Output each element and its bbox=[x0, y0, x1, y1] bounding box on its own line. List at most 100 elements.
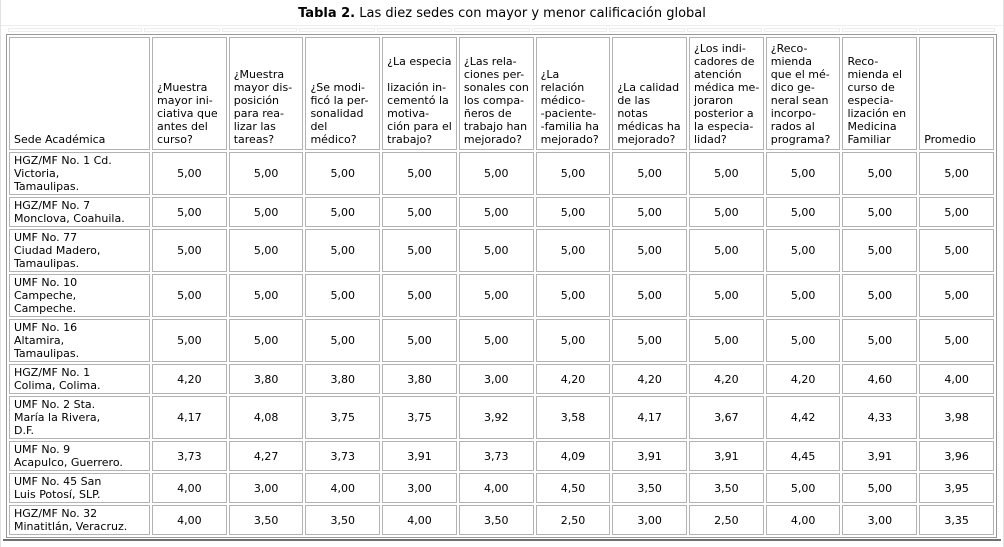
score-cell: 5,00 bbox=[919, 197, 994, 227]
score-cell: 5,00 bbox=[152, 274, 227, 317]
spacer-cell bbox=[454, 28, 530, 32]
score-cell: 4,27 bbox=[228, 441, 304, 471]
spacer-strip-row bbox=[8, 28, 995, 32]
score-cell: 4,08 bbox=[228, 396, 304, 439]
score-cell: 5,00 bbox=[612, 274, 688, 317]
score-cell: 5,00 bbox=[919, 319, 994, 362]
spacer-cell bbox=[144, 28, 220, 32]
score-cell: 5,00 bbox=[535, 319, 611, 362]
score-cell: 4,00 bbox=[919, 364, 994, 394]
score-cell: 5,00 bbox=[689, 229, 764, 272]
table-row: UMF No. 16 Altamira, Tamaulipas. 5,00 5,00… bbox=[9, 319, 994, 362]
col-header-sede: Sede Académica bbox=[9, 37, 150, 150]
spacer-cell bbox=[764, 28, 840, 32]
score-cell: 5,00 bbox=[305, 319, 381, 362]
score-cell: 4,20 bbox=[612, 364, 688, 394]
score-cell: 3,96 bbox=[919, 441, 994, 471]
col-header: ¿Los indi- cadores de atención médica me… bbox=[689, 37, 764, 150]
score-cell: 5,00 bbox=[228, 319, 304, 362]
score-cell: 4,45 bbox=[765, 441, 841, 471]
score-cell: 5,00 bbox=[305, 229, 381, 272]
sede-cell: UMF No. 9 Acapulco, Guerrero. bbox=[9, 441, 150, 471]
score-cell: 4,00 bbox=[305, 473, 381, 503]
score-cell: 3,92 bbox=[458, 396, 534, 439]
score-cell: 4,20 bbox=[535, 364, 611, 394]
score-cell: 5,00 bbox=[382, 319, 457, 362]
score-cell: 4,00 bbox=[152, 505, 227, 535]
score-cell: 5,00 bbox=[612, 319, 688, 362]
score-cell: 5,00 bbox=[152, 152, 227, 195]
score-cell: 5,00 bbox=[919, 274, 994, 317]
score-cell: 5,00 bbox=[689, 274, 764, 317]
score-cell: 5,00 bbox=[228, 152, 304, 195]
table-caption: Tabla 2. Las diez sedes con mayor y meno… bbox=[1, 0, 1003, 26]
score-cell: 5,00 bbox=[152, 319, 227, 362]
table-row: HGZ/MF No. 1 Cd. Victoria, Tamaulipas. 5,… bbox=[9, 152, 994, 195]
score-cell: 5,00 bbox=[458, 319, 534, 362]
score-cell: 5,00 bbox=[458, 229, 534, 272]
score-cell: 5,00 bbox=[689, 319, 764, 362]
score-cell: 5,00 bbox=[458, 152, 534, 195]
score-cell: 5,00 bbox=[765, 229, 841, 272]
score-cell: 5,00 bbox=[842, 197, 918, 227]
results-table: Sede Académica ¿Muestra mayor ini- ciativ… bbox=[6, 34, 997, 538]
score-cell: 3,50 bbox=[305, 505, 381, 535]
col-header: ¿Muestra mayor dis- posición para rea- l… bbox=[228, 37, 304, 150]
score-cell: 5,00 bbox=[919, 152, 994, 195]
score-cell: 5,00 bbox=[535, 229, 611, 272]
score-cell: 5,00 bbox=[305, 152, 381, 195]
score-cell: 4,20 bbox=[765, 364, 841, 394]
spacer-strip bbox=[6, 26, 997, 34]
table-row: HGZ/MF No. 32 Minatitlán, Veracruz. 4,00 3… bbox=[9, 505, 994, 535]
sede-cell: UMF No. 45 San Luis Potosí, SLP. bbox=[9, 473, 150, 503]
spacer-cell bbox=[376, 28, 453, 32]
table-row: UMF No. 2 Sta. María la Rivera, D.F. 4,17… bbox=[9, 396, 994, 439]
spacer-cell bbox=[919, 28, 995, 32]
score-cell: 3,80 bbox=[382, 364, 457, 394]
col-header: ¿Se modi- ficó la per- sonalidad del méd… bbox=[305, 37, 381, 150]
col-header: ¿La calidad de las notas médicas ha mejo… bbox=[612, 37, 688, 150]
score-cell: 3,50 bbox=[689, 473, 764, 503]
spacer-cell bbox=[609, 28, 685, 32]
score-cell: 5,00 bbox=[382, 274, 457, 317]
score-cell: 3,75 bbox=[382, 396, 457, 439]
score-cell: 5,00 bbox=[842, 229, 918, 272]
score-cell: 4,17 bbox=[152, 396, 227, 439]
table-row: UMF No. 10 Campeche, Campeche. 5,00 5,00 5,… bbox=[9, 274, 994, 317]
score-cell: 4,20 bbox=[689, 364, 764, 394]
score-cell: 5,00 bbox=[612, 229, 688, 272]
spacer-cell bbox=[299, 28, 375, 32]
score-cell: 5,00 bbox=[765, 152, 841, 195]
col-header: ¿La especia lización in- cementó la moti… bbox=[382, 37, 457, 150]
score-cell: 3,80 bbox=[305, 364, 381, 394]
score-cell: 5,00 bbox=[228, 197, 304, 227]
score-cell: 5,00 bbox=[535, 274, 611, 317]
spacer-cell bbox=[221, 28, 298, 32]
col-header: Promedio bbox=[919, 37, 994, 150]
bottom-rule bbox=[3, 539, 1001, 541]
score-cell: 4,20 bbox=[152, 364, 227, 394]
score-cell: 4,60 bbox=[842, 364, 918, 394]
score-cell: 3,58 bbox=[535, 396, 611, 439]
score-cell: 5,00 bbox=[842, 473, 918, 503]
score-cell: 3,95 bbox=[919, 473, 994, 503]
score-cell: 5,00 bbox=[382, 197, 457, 227]
score-cell: 5,00 bbox=[689, 152, 764, 195]
score-cell: 4,50 bbox=[535, 473, 611, 503]
score-cell: 5,00 bbox=[689, 197, 764, 227]
score-cell: 3,80 bbox=[228, 364, 304, 394]
score-cell: 4,00 bbox=[765, 505, 841, 535]
score-cell: 3,73 bbox=[305, 441, 381, 471]
score-cell: 5,00 bbox=[842, 274, 918, 317]
spacer-cell bbox=[686, 28, 763, 32]
score-cell: 2,50 bbox=[689, 505, 764, 535]
score-cell: 3,50 bbox=[612, 473, 688, 503]
score-cell: 5,00 bbox=[535, 152, 611, 195]
score-cell: 5,00 bbox=[842, 319, 918, 362]
col-header: Reco- mienda el curso de especia- lizaci… bbox=[842, 37, 918, 150]
score-cell: 5,00 bbox=[228, 274, 304, 317]
score-cell: 5,00 bbox=[842, 152, 918, 195]
table-row: UMF No. 9 Acapulco, Guerrero. 3,73 4,27 3,7… bbox=[9, 441, 994, 471]
table-row: UMF No. 45 San Luis Potosí, SLP. 4,00 3,00… bbox=[9, 473, 994, 503]
sede-cell: HGZ/MF No. 7 Monclova, Coahuila. bbox=[9, 197, 150, 227]
